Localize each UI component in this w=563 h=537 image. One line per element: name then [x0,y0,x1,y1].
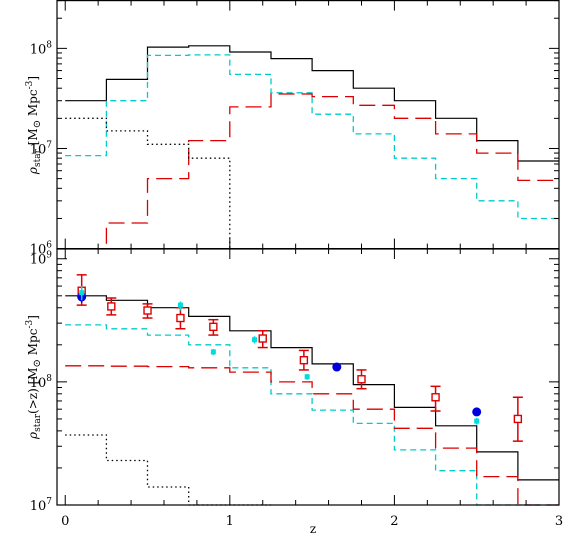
red-squares-marker [258,334,267,343]
cyan-points-point-4 [304,373,310,380]
top-series-dashed-1 [65,54,559,220]
red-squares-point-3 [175,306,186,330]
bottom-series-dashed-1 [65,324,559,506]
red-squares-marker [513,414,523,424]
blue-circles-point-1 [332,362,342,372]
bottom-ylabel: ρstar(>z) [M⊙ Mpc-3] [25,315,43,440]
bottom-ytick-exp: 9 [46,251,52,261]
top-ylabel-unit: Mpc [26,89,40,120]
bottom-ytick-label: 107 [30,497,53,514]
bottom-ylabel-sub: star [33,413,43,432]
bottom-ytick-base: 10 [30,499,47,514]
red-squares-point-2 [142,303,153,319]
bottom-ylabel-rho: ρ [26,432,40,440]
bottom-ytick-exp: 8 [46,374,52,384]
top-ylabel: ρstar [M⊙ Mpc-3] [25,76,43,175]
top-ylabel-sun: ⊙ [32,120,43,128]
red-squares-point-5 [257,330,268,349]
cyan-points-marker [177,302,183,308]
red-squares-marker [357,375,366,384]
bottom-xtick-label: 0 [61,514,69,529]
bottom-xtick-label: 1 [226,514,234,529]
bottom-ylabel-rest: (>z) [M [26,367,40,414]
red-squares-marker [107,302,116,311]
bottom-frame [56,248,560,506]
bottom-ytick-exp: 7 [46,497,52,507]
top-ylabel-exp: -3 [25,80,35,89]
top-ytick-base: 10 [30,142,47,157]
cyan-points-marker [252,337,258,343]
top-series-dotted-3 [65,117,271,250]
top-ytick-base: 10 [30,42,47,57]
bottom-ytick-base: 10 [30,376,47,391]
bottom-series-longdash-2 [65,365,559,506]
bottom-xlabel: z [310,522,316,536]
bottom-series-dotted-3 [65,434,271,506]
cyan-points-point-1 [177,301,183,311]
top-series-solid-0 [65,45,559,162]
top-ytick-label: 107 [30,140,53,157]
top-curves [65,45,559,250]
cyan-points-point-2 [210,348,216,356]
red-squares-point-6 [298,349,309,371]
top-ytick-label: 106 [30,241,53,258]
bottom-ylabel-sun: ⊙ [32,359,43,367]
cyan-points-point-0 [79,286,85,301]
red-squares-point-7 [356,369,367,390]
bottom-ytick-label: 109 [30,251,53,268]
top-ylabel-rest: [M [26,128,40,149]
blue-circles-marker [332,362,342,372]
bottom-curves [65,295,559,506]
bottom-ytick-label: 108 [30,374,53,391]
cyan-points-marker [210,349,216,355]
cyan-points-point-5 [474,417,480,425]
red-squares-point-8 [430,385,441,412]
top-ylabel-sub: star [33,148,43,167]
bottom-ylabel-exp: -3 [25,319,35,328]
top-ylabel-rho: ρ [26,167,40,175]
bottom-xtick-label: 2 [390,514,398,529]
bottom-points [76,274,523,442]
red-squares-marker [431,393,440,402]
bottom-ylabel-close: ] [26,315,40,320]
blue-circles-marker [472,407,482,417]
top-ytick-exp: 7 [46,140,52,150]
bottom-ylabel-unit: Mpc [26,328,40,359]
top-frame [56,0,560,250]
cyan-points-marker [79,290,85,296]
top-ylabel-close: ] [26,76,40,81]
top-series-longdash-2 [65,93,559,250]
top-ytick-exp: 8 [46,40,52,50]
red-squares-marker [299,355,309,365]
bottom-xtick-label: 3 [555,514,563,529]
red-squares-marker [143,306,152,315]
red-squares-point-1 [106,297,117,316]
blue-circles-point-2 [472,407,482,417]
bottom-ytick-base: 10 [30,253,47,268]
cyan-points-marker [304,374,310,380]
top-ytick-exp: 6 [46,241,52,251]
red-squares-marker [176,313,185,323]
red-squares-marker [209,322,218,332]
cyan-points-marker [474,418,480,424]
red-squares-point-9 [512,396,523,442]
red-squares-point-4 [208,318,219,336]
top-ytick-label: 108 [30,40,53,57]
top-ytick-base: 10 [30,243,47,258]
cyan-points-point-3 [252,336,258,344]
